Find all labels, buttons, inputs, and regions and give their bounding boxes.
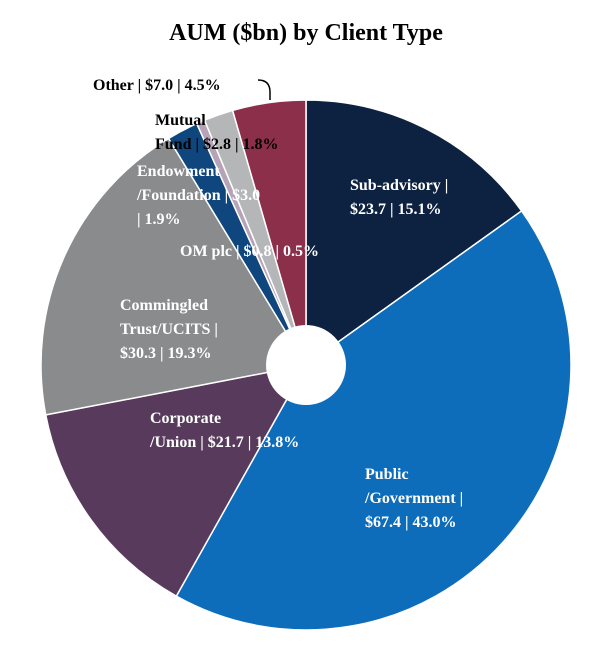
slice-label-om-plc: OM plc | $0.8 | 0.5% (180, 243, 319, 260)
slice-label-line: /Government | (364, 490, 463, 507)
slice-label-line: /Foundation | $3.0 (136, 187, 260, 204)
pie-slice-public-government (175, 209, 572, 631)
slices-group (40, 99, 572, 631)
slice-label-line: Fund | $2.8 | 1.8% (155, 136, 279, 153)
pie-slice-corporate-union (44, 363, 308, 598)
slice-label-line: $23.7 | 15.1% (350, 201, 442, 218)
pie-slice-other (231, 99, 307, 366)
slice-label-line: | 1.9% (137, 211, 181, 228)
pie-slice-sub-advisory (305, 99, 523, 367)
slice-label-line: $30.3 | 19.3% (120, 345, 212, 362)
pie-slice-commingled-trust-ucits (40, 137, 308, 416)
slice-label-corporate-union: Corporate/Union | $21.7 | 13.8% (149, 410, 299, 451)
slice-label-line: Commingled (120, 297, 208, 314)
slice-label-endowment-foundation: Endowment/Foundation | $3.0 | 1.9% (136, 163, 260, 228)
other-leader-line (257, 79, 271, 100)
slice-label-public-government: Public/Government | $67.4 | 43.0% (364, 466, 463, 531)
slice-label-other: Other | $7.0 | 4.5% (93, 77, 221, 94)
slice-label-line: /Union | $21.7 | 13.8% (149, 434, 299, 451)
slice-label-line: Trust/UCITS | (120, 321, 218, 338)
slice-label-commingled-trust-ucits: Commingled Trust/UCITS | $30.3 | 19.3% (120, 297, 218, 362)
slice-label-line: $67.4 | 43.0% (365, 514, 457, 531)
donut-hole (266, 325, 346, 405)
chart-title: AUM ($bn) by Client Type (169, 20, 443, 46)
slice-label-line: Public (365, 466, 409, 483)
slice-label-line: Sub-advisory | (350, 177, 448, 194)
slice-label-sub-advisory: Sub-advisory | $23.7 | 15.1% (350, 177, 448, 218)
slice-label-line: Endowment (137, 163, 220, 180)
slice-label-line: OM plc | $0.8 | 0.5% (180, 243, 319, 260)
slice-label-line: Other | $7.0 | 4.5% (93, 77, 221, 94)
labels-group: Sub-advisory | $23.7 | 15.1% Public/Govern… (93, 77, 463, 531)
slice-label-line: Corporate (150, 410, 221, 427)
slice-label-mutual-fund: Mutual Fund | $2.8 | 1.8% (155, 112, 279, 153)
slice-label-line: Mutual (155, 112, 206, 129)
